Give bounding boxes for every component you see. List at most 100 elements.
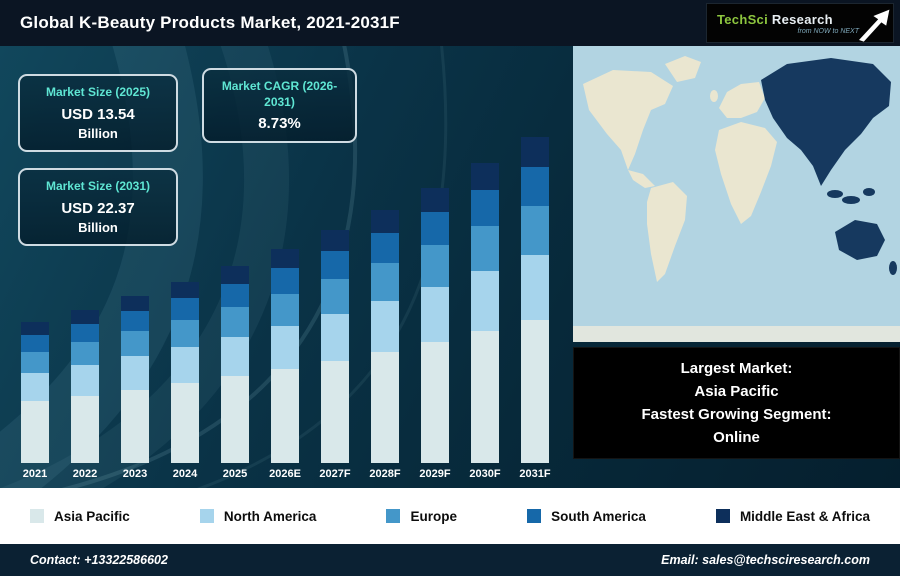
bar-segment <box>471 226 499 272</box>
techsci-logo-text: TechSci Research <box>717 12 859 27</box>
bar-segment <box>371 351 399 463</box>
bar-segment <box>521 254 549 320</box>
stacked-bar-chart: 2021 2022 2023 2024 2025 2026E 2027F 2028F 2029F… <box>10 137 562 482</box>
map-asia-highlighted <box>761 58 891 186</box>
map-europe <box>719 82 765 118</box>
bar-segment <box>21 372 49 401</box>
bar-segment <box>121 331 149 357</box>
bar-segment <box>171 281 199 299</box>
x-axis-label: 2025 <box>222 468 248 480</box>
callout-line: Asia Pacific <box>694 383 779 400</box>
legend-item-north-america: North America <box>199 508 317 524</box>
bar-segment <box>471 271 499 332</box>
bar-segment <box>421 341 449 463</box>
market-highlight-callout: Largest Market: Asia Pacific Fastest Gro… <box>573 347 900 459</box>
bar-segment <box>321 279 349 314</box>
bar-segment <box>271 325 299 369</box>
bar-segment <box>271 293 299 326</box>
legend-label: South America <box>551 508 646 524</box>
bar-segment <box>71 323 99 342</box>
bar-segment <box>421 212 449 246</box>
bar-segment <box>471 163 499 191</box>
x-axis-label: 2021 <box>22 468 48 480</box>
bar-segment <box>371 232 399 263</box>
bar-segment <box>221 307 249 337</box>
bar-segment <box>21 334 49 352</box>
legend-item-middle-east-africa: Middle East & Africa <box>715 508 870 524</box>
stat-box-market-cagr: Market CAGR (2026-2031) 8.73% <box>202 68 357 144</box>
map-antarctica <box>573 326 900 342</box>
bar-segment <box>271 248 299 268</box>
bar-segment <box>71 341 99 365</box>
footer-contact: Contact: +13322586602 <box>30 553 168 567</box>
x-axis-label: 2023 <box>122 468 148 480</box>
stat-value: USD 22.37 <box>61 199 135 217</box>
bar-segment <box>171 347 199 384</box>
bar-2031F: 2031F <box>510 137 560 482</box>
header-bar: Global K-Beauty Products Market, 2021-20… <box>0 0 900 46</box>
map-africa <box>715 122 777 224</box>
page-title: Global K-Beauty Products Market, 2021-20… <box>20 13 400 32</box>
bar-segment <box>471 190 499 227</box>
legend-item-south-america: South America <box>527 509 646 524</box>
legend-label: Middle East & Africa <box>739 508 870 524</box>
bar-segment <box>221 266 249 284</box>
map-central-america <box>628 170 655 188</box>
x-axis-label: 2028F <box>369 468 401 480</box>
bar-segment <box>421 187 449 213</box>
techsci-logo: TechSci Research from NOW to NEXT <box>706 3 894 43</box>
legend-swatch <box>386 509 401 523</box>
stat-unit: Billion <box>78 125 118 141</box>
callout-line: Largest Market: <box>680 360 793 377</box>
legend-label: Europe <box>410 508 457 524</box>
bar-segment <box>171 319 199 348</box>
bar-2025: 2025 <box>210 266 260 482</box>
footer-bar: Contact: +13322586602 Email: sales@techs… <box>0 544 900 576</box>
legend-item-europe: Europe <box>386 509 457 524</box>
bar-segment <box>21 401 49 463</box>
bar-segment <box>371 209 399 233</box>
stat-label: Market Size (2025) <box>45 85 151 99</box>
bar-segment <box>271 267 299 294</box>
chart-legend: Asia Pacific North America Europe South Ame… <box>0 488 900 544</box>
bar-segment <box>71 309 99 324</box>
bar-segment <box>121 356 149 390</box>
bar-segment <box>121 311 149 332</box>
bar-segment <box>221 376 249 463</box>
logo-brand-primary: TechSci <box>717 11 768 27</box>
world-map <box>573 46 900 342</box>
bar-2024: 2024 <box>160 281 210 482</box>
bar-segment <box>521 319 549 463</box>
bar-segment <box>321 360 349 463</box>
legend-swatch <box>30 509 44 523</box>
bar-segment <box>521 166 549 206</box>
callout-line: Online <box>713 429 760 446</box>
bar-segment <box>421 286 449 342</box>
bar-segment <box>271 368 299 463</box>
legend-label: North America <box>223 508 317 524</box>
bar-segment <box>321 313 349 361</box>
stat-value: USD 13.54 <box>61 105 135 123</box>
bar-segment <box>321 251 349 280</box>
x-axis-label: 2022 <box>72 468 98 480</box>
map-australia-highlighted <box>835 220 885 260</box>
bar-segment <box>521 205 549 255</box>
bar-segment <box>171 298 199 320</box>
stat-box-market-size-2025: Market Size (2025) USD 13.54 Billion <box>18 74 178 152</box>
bar-2029F: 2029F <box>410 187 460 482</box>
bar-segment <box>21 322 49 335</box>
bar-2026E: 2026E <box>260 248 310 482</box>
callout-line: Fastest Growing Segment: <box>641 406 832 423</box>
bar-segment <box>471 331 499 463</box>
bar-segment <box>171 383 199 463</box>
bar-2021: 2021 <box>10 322 60 482</box>
legend-item-asia-pacific: Asia Pacific <box>30 509 130 524</box>
bar-2027F: 2027F <box>310 230 360 482</box>
footer-email: Email: sales@techsciresearch.com <box>661 553 870 567</box>
logo-brand-secondary: Research <box>771 11 833 27</box>
stat-label: Market CAGR (2026-2031) <box>221 79 338 109</box>
x-axis-label: 2024 <box>172 468 198 480</box>
stat-unit: Billion <box>78 219 118 235</box>
x-axis-label: 2031F <box>519 468 551 480</box>
bar-segment <box>421 245 449 287</box>
